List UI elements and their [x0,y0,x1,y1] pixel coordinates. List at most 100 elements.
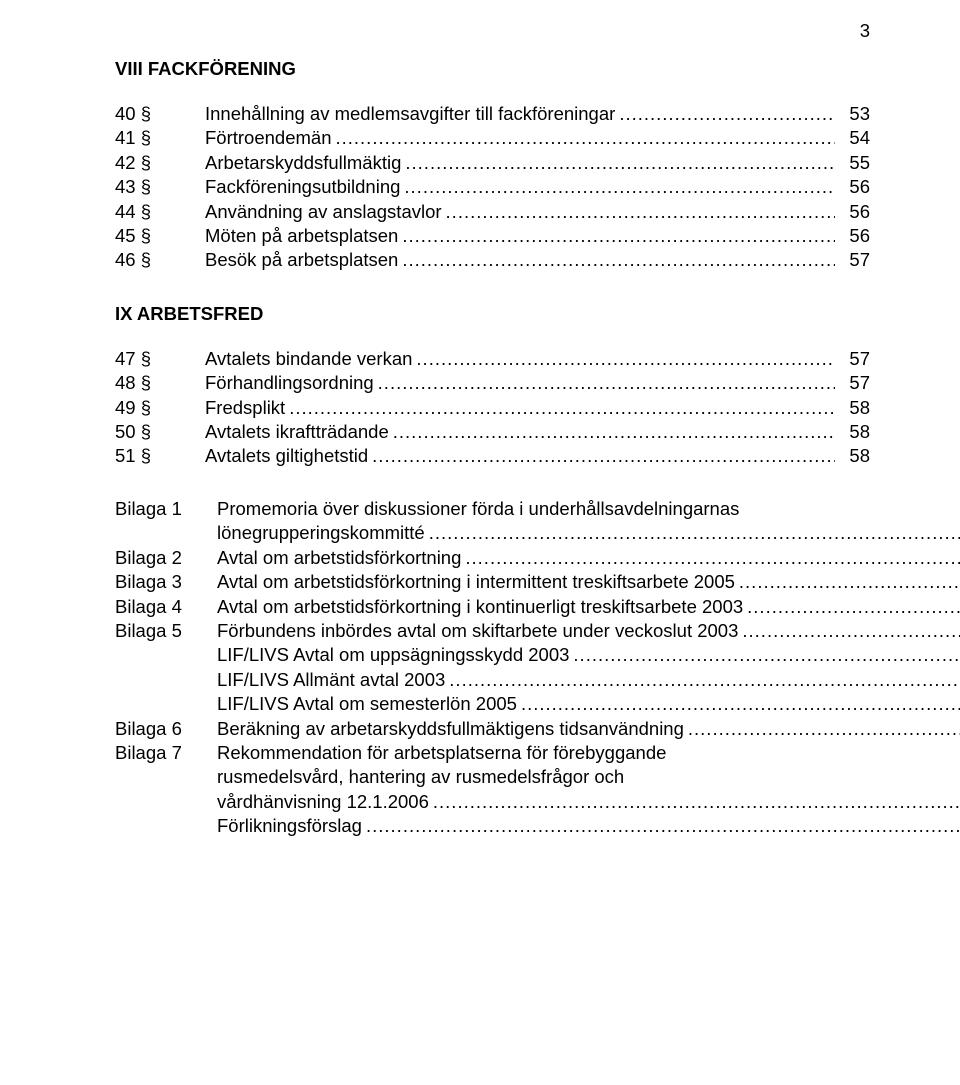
toc-item-page: 58 [835,396,870,420]
toc-item-label: Möten på arbetsplatsen [205,224,398,248]
bilaga-number: Bilaga 4 [115,595,217,619]
toc-item-number: 44 § [115,200,205,224]
toc-row: 43 §Fackföreningsutbildning56 [115,175,870,199]
bilaga-number: Bilaga 7 [115,741,217,765]
toc-row: 45 §Möten på arbetsplatsen 56 [115,224,870,248]
bilaga-row: Bilaga 2Avtal om arbetstidsförkortning 6… [115,546,870,570]
bilaga-leader-dots [738,619,960,643]
section-ix-heading: IX ARBETSFRED [115,303,870,325]
toc-item-page: 57 [835,248,870,272]
toc-leader-dots [389,420,835,444]
bilaga-row: Bilaga 1Promemoria över diskussioner för… [115,497,870,546]
bilaga-leader-dots [743,595,960,619]
bilaga-leader-dots [445,668,960,692]
bilaga-number: Bilaga 6 [115,717,217,741]
bilaga-line: Avtal om arbetstidsförkortning i intermi… [217,570,960,594]
toc-row: 50 §Avtalets ikraftträdande 58 [115,420,870,444]
bilaga-text: lönegrupperingskommitté [217,521,425,545]
toc-item-number: 46 § [115,248,205,272]
bilaga-number: Bilaga 5 [115,619,217,643]
bilaga-leader-dots [362,814,960,838]
toc-row: 41 §Förtroendemän54 [115,126,870,150]
bilaga-text: Förlikningsförslag [217,814,362,838]
toc-item-number: 42 § [115,151,205,175]
section-viii-list: 40 §Innehållning av medlemsavgifter till… [115,102,870,273]
bilaga-text: LIF/LIVS Avtal om uppsägningsskydd 2003 [217,643,569,667]
bilaga-row: Bilaga 4Avtal om arbetstidsförkortning i… [115,595,870,619]
bilaga-text: LIF/LIVS Avtal om semesterlön 2005 [217,692,517,716]
toc-leader-dots [442,200,835,224]
toc-row: 47 §Avtalets bindande verkan57 [115,347,870,371]
bilaga-text: Förbundens inbördes avtal om skiftarbete… [217,619,738,643]
bilaga-row: Förlikningsförslag115 [115,814,870,838]
toc-row: 48 §Förhandlingsordning57 [115,371,870,395]
bilaga-text: Avtal om arbetstidsförkortning i intermi… [217,570,735,594]
toc-item-number: 43 § [115,175,205,199]
toc-leader-dots [331,126,835,150]
bilaga-body: Förbundens inbördes avtal om skiftarbete… [217,619,960,717]
toc-item-page: 56 [835,200,870,224]
bilaga-text: LIF/LIVS Allmänt avtal 2003 [217,668,445,692]
toc-item-label: Besök på arbetsplatsen [205,248,398,272]
toc-leader-dots [398,224,835,248]
bilaga-text: rusmedelsvård, hantering av rusmedelsfrå… [217,765,624,789]
bilaga-row: Bilaga 5Förbundens inbördes avtal om ski… [115,619,870,717]
bilaga-line: Avtal om arbetstidsförkortning 60 [217,546,960,570]
toc-item-number: 49 § [115,396,205,420]
toc-item-label: Innehållning av medlemsavgifter till fac… [205,102,615,126]
bilaga-row: Bilaga 6Beräkning av arbetarskyddsfullmä… [115,717,870,741]
toc-row: 51 §Avtalets giltighetstid58 [115,444,870,468]
toc-item-number: 40 § [115,102,205,126]
bilaga-text: Avtal om arbetstidsförkortning i kontinu… [217,595,743,619]
bilaga-leader-dots [684,717,960,741]
bilaga-line: Rekommendation för arbetsplatserna för f… [217,741,960,765]
bilaga-line: LIF/LIVS Avtal om uppsägningsskydd 20037… [217,643,960,667]
bilaga-leader-dots [429,790,960,814]
bilaga-body: Promemoria över diskussioner förda i und… [217,497,960,546]
bilaga-list: Bilaga 1Promemoria över diskussioner för… [115,497,870,839]
toc-item-number: 48 § [115,371,205,395]
bilaga-leader-dots [569,643,960,667]
toc-item-page: 53 [835,102,870,126]
bilaga-body: Förlikningsförslag115 [217,814,960,838]
toc-item-page: 56 [835,224,870,248]
bilaga-body: Avtal om arbetstidsförkortning i intermi… [217,570,960,594]
toc-row: 44 §Användning av anslagstavlor 56 [115,200,870,224]
toc-leader-dots [615,102,835,126]
toc-item-label: Avtalets giltighetstid [205,444,368,468]
toc-row: 46 §Besök på arbetsplatsen 57 [115,248,870,272]
toc-item-page: 54 [835,126,870,150]
bilaga-text: vårdhänvisning 12.1.2006 [217,790,429,814]
bilaga-number: Bilaga 1 [115,497,217,521]
toc-item-number: 45 § [115,224,205,248]
toc-row: 40 §Innehållning av medlemsavgifter till… [115,102,870,126]
bilaga-body: Rekommendation för arbetsplatserna för f… [217,741,960,814]
bilaga-leader-dots [425,521,960,545]
toc-item-label: Förtroendemän [205,126,331,150]
toc-leader-dots [398,248,835,272]
section-viii-heading: VIII FACKFÖRENING [115,58,870,80]
bilaga-row: Bilaga 3Avtal om arbetstidsförkortning i… [115,570,870,594]
toc-leader-dots [368,444,835,468]
toc-leader-dots [401,151,835,175]
bilaga-text: Avtal om arbetstidsförkortning [217,546,461,570]
bilaga-line: vårdhänvisning 12.1.2006 109 [217,790,960,814]
bilaga-number: Bilaga 3 [115,570,217,594]
toc-item-page: 58 [835,420,870,444]
bilaga-line: rusmedelsvård, hantering av rusmedelsfrå… [217,765,960,789]
toc-row: 42 §Arbetarskyddsfullmäktig55 [115,151,870,175]
toc-item-page: 55 [835,151,870,175]
bilaga-line: Förlikningsförslag115 [217,814,960,838]
bilaga-line: lönegrupperingskommitté59 [217,521,960,545]
toc-item-label: Förhandlingsordning [205,371,374,395]
toc-item-page: 57 [835,347,870,371]
toc-item-number: 50 § [115,420,205,444]
bilaga-text: Beräkning av arbetarskyddsfullmäktigens … [217,717,684,741]
toc-item-label: Avtalets bindande verkan [205,347,412,371]
toc-item-label: Avtalets ikraftträdande [205,420,389,444]
toc-leader-dots [412,347,835,371]
toc-item-label: Användning av anslagstavlor [205,200,442,224]
bilaga-row: Bilaga 7Rekommendation för arbetsplatser… [115,741,870,814]
toc-item-page: 56 [835,175,870,199]
bilaga-text: Rekommendation för arbetsplatserna för f… [217,741,666,765]
